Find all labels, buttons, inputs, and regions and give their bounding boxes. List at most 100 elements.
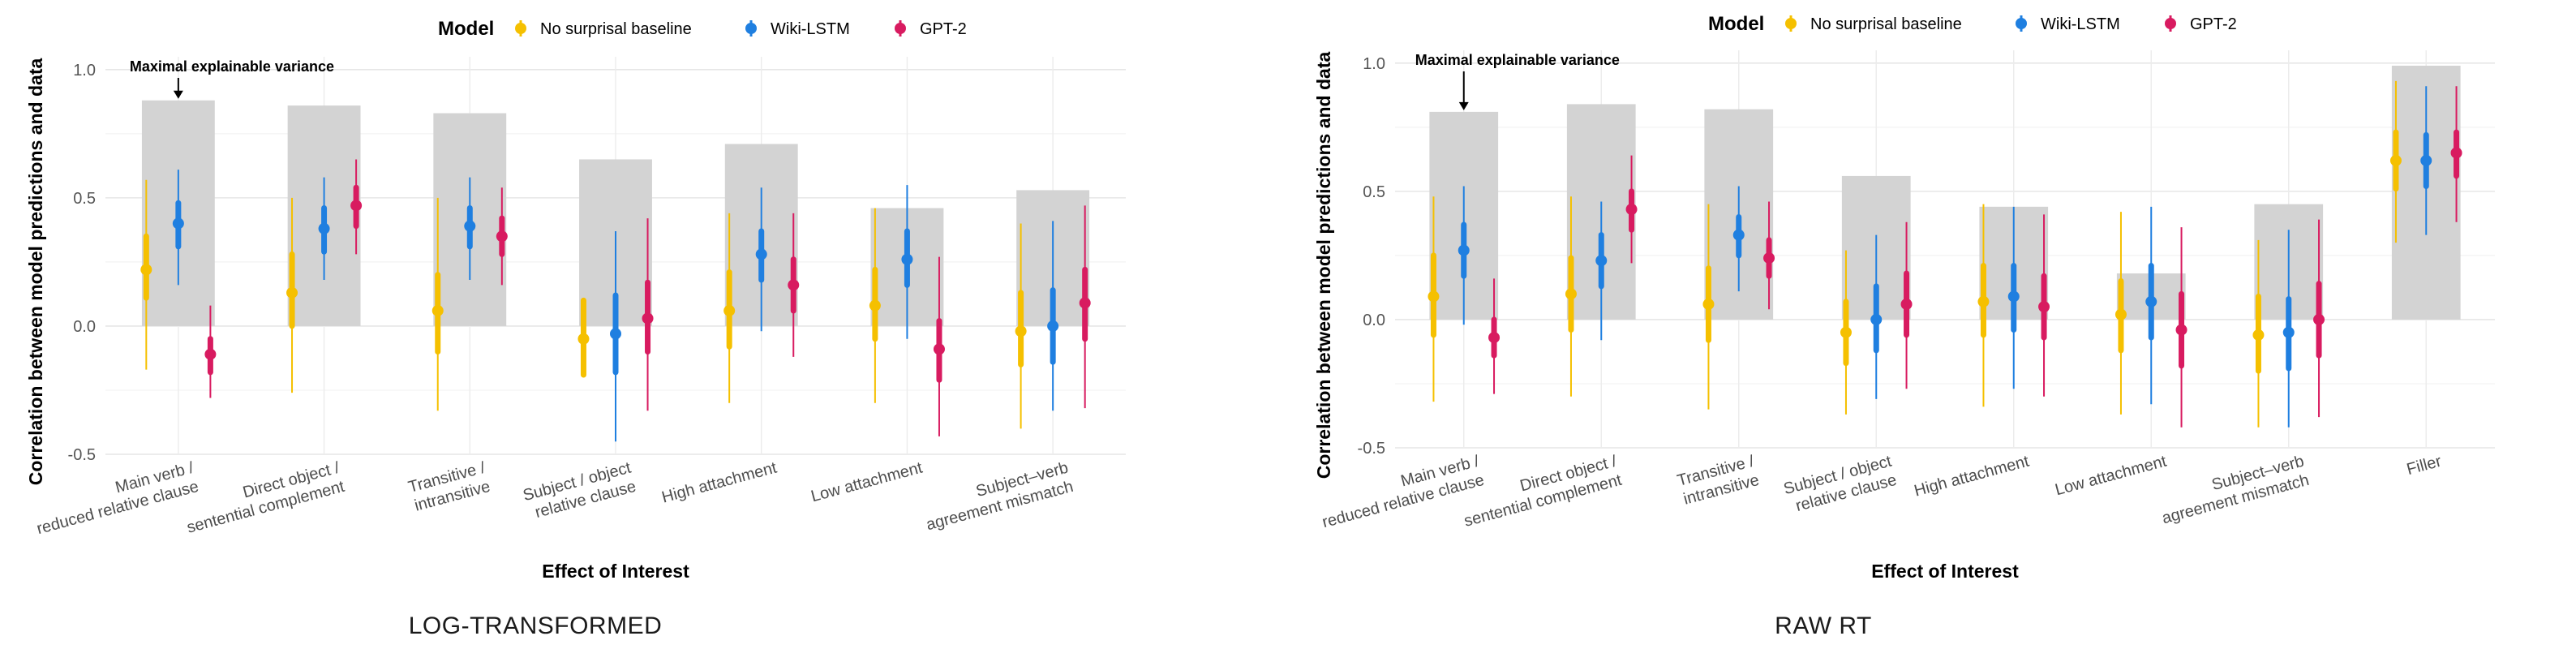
y-tick-label: 1.0 [73,62,96,80]
x-tick-label: Transitive /intransitive [1676,452,1762,509]
data-point [318,222,330,234]
chart-panel-log-transformed: -0.5 0.0 0.5 1.0 Maximal explainable varianc… [25,18,1126,582]
y-axis-title: Correlation between model predictions an… [1313,52,1334,479]
data-point [1763,252,1775,264]
legend-key-point [2165,18,2176,29]
x-tick-label-line: Filler [2405,452,2444,479]
data-point [869,299,881,312]
legend-item-label: No surprisal baseline [1810,15,1962,33]
legend-key-point [745,23,757,34]
x-tick-label-line: High attachment [1913,452,2032,500]
data-point [1079,297,1091,309]
x-tick-label-line: Low attachment [809,458,925,505]
data-point [140,264,152,276]
legend-key-point [895,23,906,34]
data-point [2420,154,2432,166]
data-point [172,217,184,230]
data-point [204,348,217,360]
data-point [2450,147,2462,159]
x-tick-label: High attachment [1913,452,2032,500]
data-point [723,304,736,316]
data-point [431,304,444,316]
x-tick-label: Subject–verbagreement mismatch [2155,453,2311,528]
data-point [1732,229,1745,241]
x-tick-label-line: Low attachment [2053,452,2169,499]
y-tick-label: 0.0 [1363,312,1385,329]
caption-raw-rt: RAW RT [1775,612,1872,639]
x-tick-label: Transitive /intransitive [406,458,492,515]
x-tick-label: High attachment [660,458,779,506]
data-point [1458,244,1470,256]
annotation-arrow-head [173,90,183,99]
data-point [755,248,767,260]
data-point [1047,320,1059,332]
x-tick-label: Main verb /reduced relative clause [1316,452,1487,531]
legend: Model No surprisal baseline Wiki-LSTM GPT-2 [1708,13,2237,35]
data-point [1428,290,1440,303]
data-point [1900,298,1913,310]
data-point [2313,313,2325,325]
data-point [642,312,654,324]
chart-log-transformed: -0.5 0.0 0.5 1.0 Maximal explainable varianc… [25,18,1126,582]
data-point [933,343,945,355]
data-point [1595,255,1608,267]
data-point [2252,329,2265,341]
data-point [2114,308,2127,320]
data-point [286,286,298,299]
data-point [1625,204,1638,215]
legend-title: Model [438,18,494,40]
data-point [2007,290,2020,303]
legend-key-point [515,23,526,34]
data-point [1977,295,1990,307]
annotation-arrow-head [1458,101,1469,110]
legend-key-point [2016,18,2027,29]
y-tick-label: -0.5 [68,446,96,464]
data-point [2175,324,2187,336]
data-point [610,328,621,340]
data-point [1565,288,1577,300]
data-point [2038,301,2050,313]
data-point [2389,154,2402,166]
x-axis-title: Effect of Interest [542,561,689,582]
annotation-text: Maximal explainable variance [130,58,334,75]
x-tick-label: Filler [2405,452,2444,479]
x-tick-label: Subject / objectrelative clause [1782,452,1899,517]
legend-item-label: No surprisal baseline [540,20,692,38]
y-tick-label: 0.5 [73,190,96,208]
legend: Model No surprisal baseline Wiki-LSTM GPT-2 [438,18,967,40]
chart-raw-rt: -0.5 0.0 0.5 1.0 Maximal explainable varianc… [1313,13,2495,582]
data-point [1488,332,1501,344]
y-tick-label: -0.5 [1358,440,1385,458]
x-tick-label-line: High attachment [660,458,779,506]
annotation-text: Maximal explainable variance [1415,52,1620,68]
x-tick-label: Main verb /reduced relative clause [30,458,201,538]
x-tick-label: Low attachment [2053,452,2169,499]
x-tick-label: Subject–verbagreement mismatch [919,459,1075,535]
y-tick-label: 1.0 [1363,55,1385,73]
y-axis-title: Correlation between model predictions an… [25,58,46,486]
data-point [1840,326,1852,338]
legend-item-label: GPT-2 [920,20,967,38]
legend-title: Model [1708,13,1764,35]
legend-item-label: GPT-2 [2190,15,2237,33]
data-point [496,230,508,243]
data-point [788,279,800,291]
x-tick-label: Direct object /sentential complement [180,458,347,536]
x-tick-label: Low attachment [809,458,925,505]
y-tick-label: 0.5 [1363,183,1385,201]
data-point [350,200,363,212]
legend-key-point [1785,18,1797,29]
x-axis-title: Effect of Interest [1871,561,2019,582]
y-tick-label: 0.0 [73,318,96,336]
data-point [577,333,590,345]
data-point [464,220,476,232]
data-point [1015,325,1027,337]
data-point [2282,326,2295,338]
caption-log-transformed: LOG-TRANSFORMED [408,612,663,639]
x-tick-label: Direct object /sentential complement [1458,452,1625,530]
data-point [901,253,913,265]
x-tick-label: Subject / objectrelative clause [522,458,638,523]
chart-panel-raw-rt: -0.5 0.0 0.5 1.0 Maximal explainable varianc… [1288,0,2576,649]
data-point [2145,295,2157,307]
data-point [1870,313,1883,325]
